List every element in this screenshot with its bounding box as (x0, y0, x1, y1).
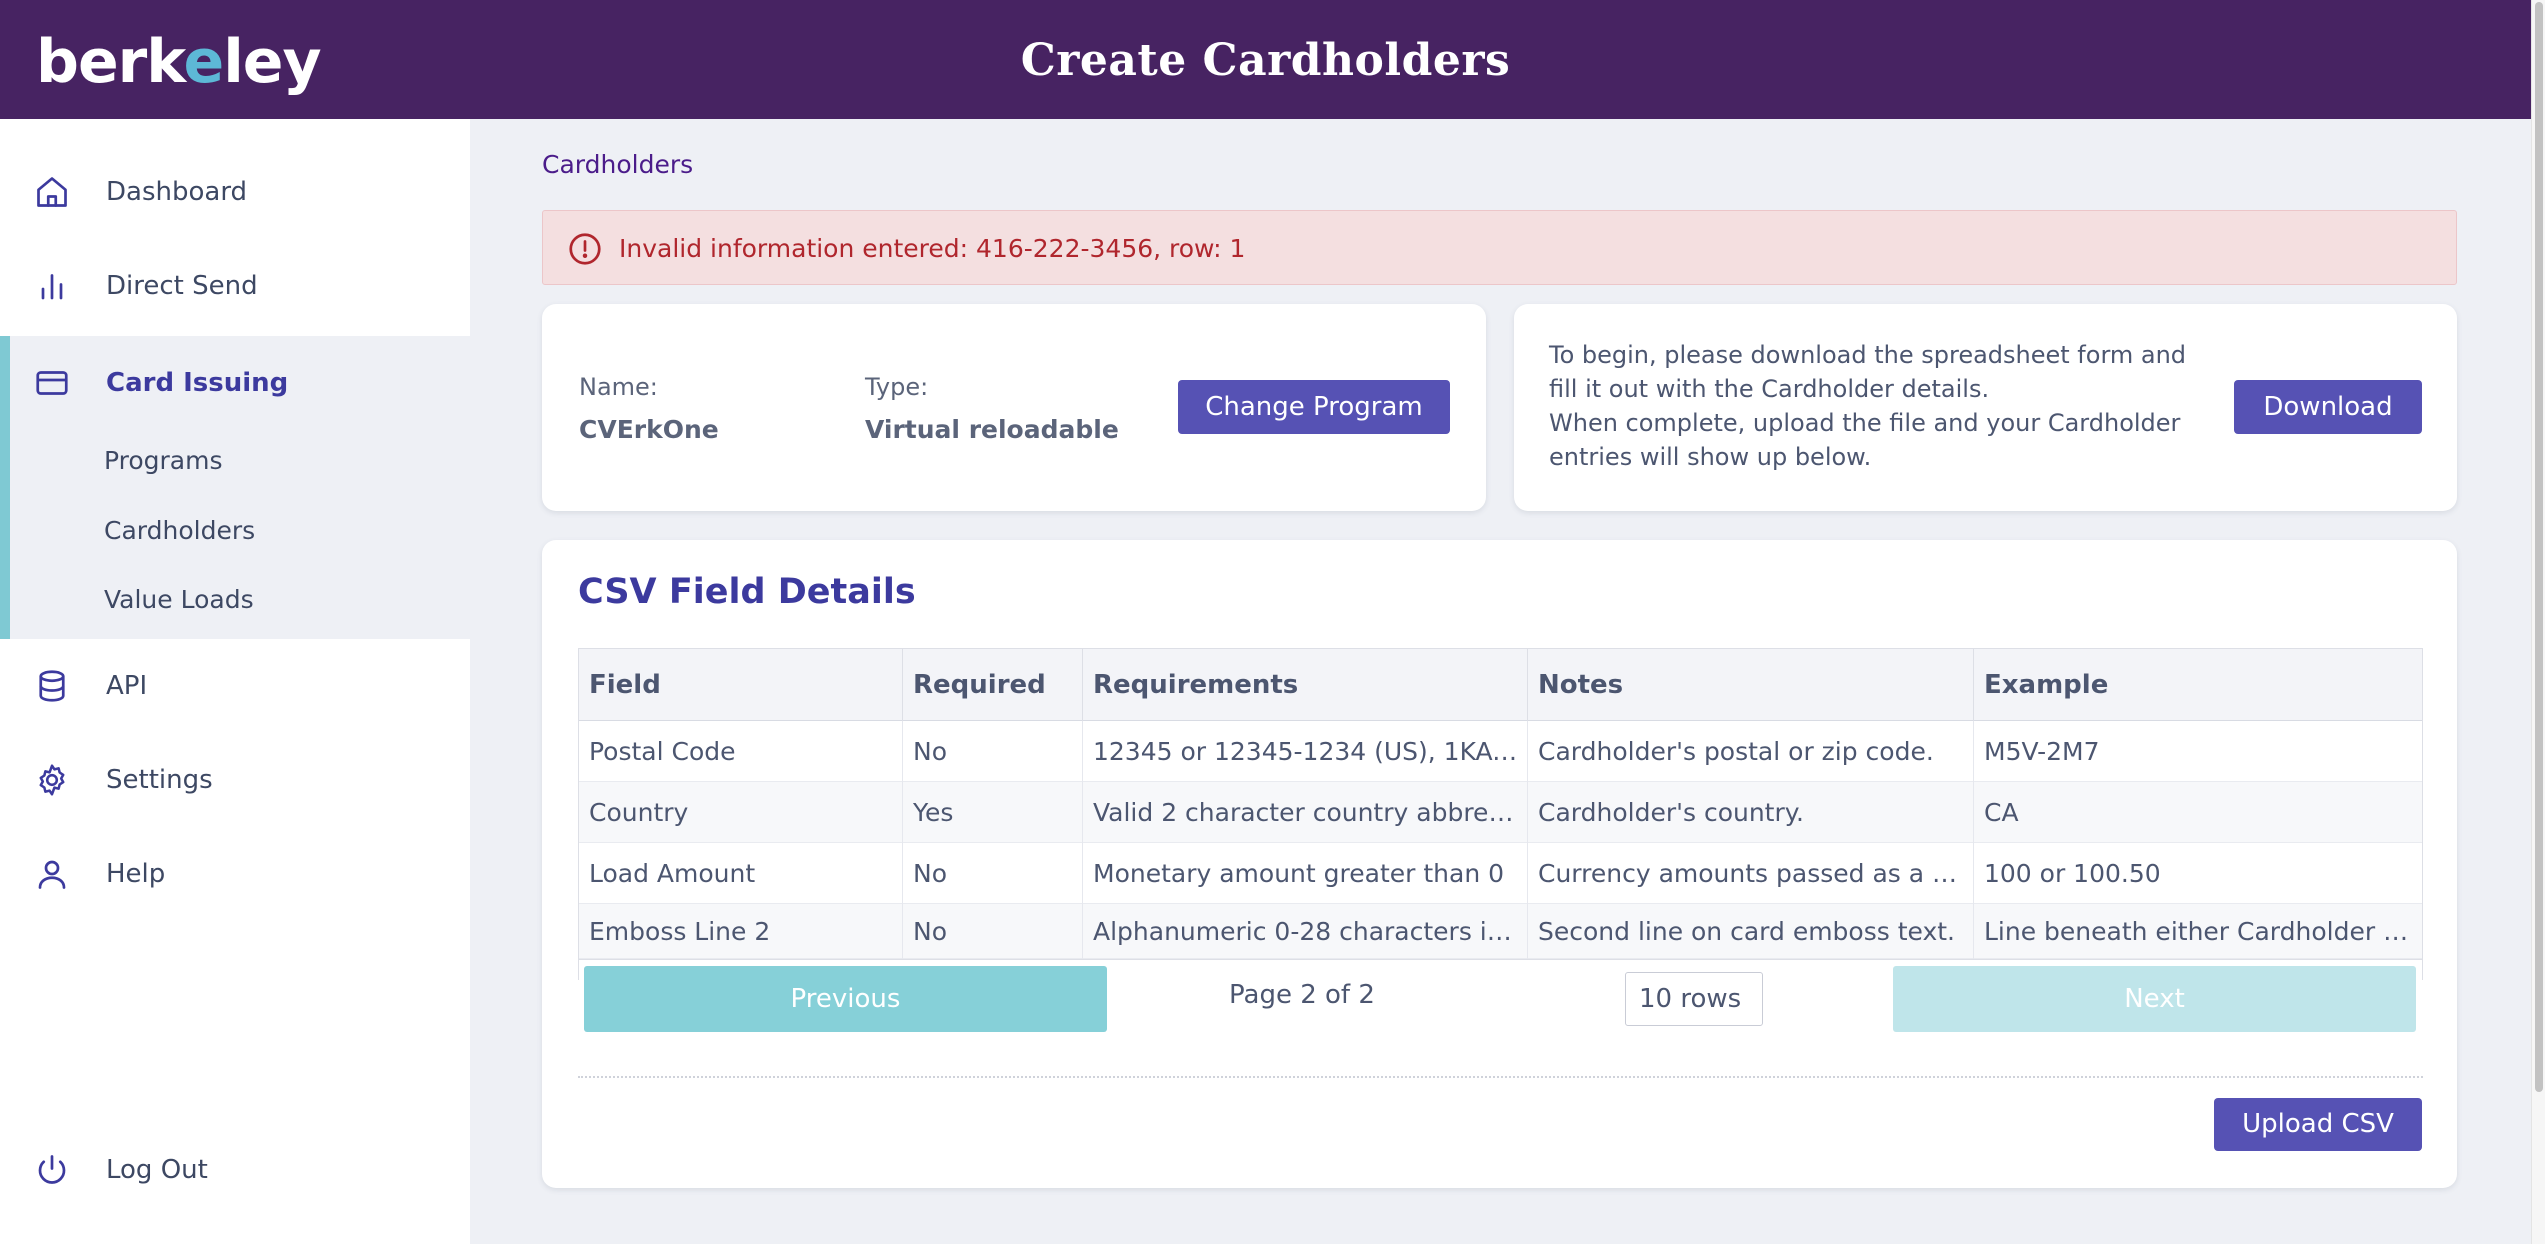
logout-label: Log Out (106, 1155, 208, 1185)
program-type-value: Virtual reloadable (865, 415, 1119, 444)
column-header-field[interactable]: Field (579, 649, 903, 721)
cell-notes: Cardholder's country. (1528, 782, 1974, 843)
breadcrumb[interactable]: Cardholders (542, 150, 694, 179)
sidebar-subitem-programs[interactable]: Programs (104, 446, 223, 475)
column-header-notes[interactable]: Notes (1528, 649, 1974, 721)
cell-notes: Currency amounts passed as a wh... (1528, 843, 1974, 904)
table-row: Emboss Line 2 No Alphanumeric 0-28 chara… (579, 904, 2422, 959)
error-alert: Invalid information entered: 416-222-345… (542, 210, 2457, 285)
previous-page-button[interactable]: Previous (584, 966, 1107, 1032)
csv-fields-table: Field Required Requirements Notes Exampl… (578, 648, 2423, 1041)
page-indicator: Page 2 of 2 (1229, 980, 1375, 1010)
berkeley-logo[interactable]: berkeley (36, 27, 322, 97)
cell-example: 100 or 100.50 (1984, 859, 2161, 888)
cell-example: CA (1984, 798, 2019, 827)
cell-example: M5V-2M7 (1984, 737, 2100, 766)
csv-section-title: CSV Field Details (578, 572, 916, 612)
sidebar-group-card-issuing: Card Issuing Programs Cardholders Value … (0, 336, 470, 639)
next-page-button[interactable]: Next (1893, 966, 2416, 1032)
table-header: Field Required Requirements Notes Exampl… (579, 649, 2422, 721)
user-icon (38, 860, 66, 889)
cell-required: No (903, 904, 1083, 959)
cell-requirements: Valid 2 character country abbrevia... (1083, 782, 1528, 843)
sidebar-item-label: API (106, 671, 148, 701)
cell-notes: Second line on card emboss text. (1528, 904, 1974, 959)
table-pagination: Previous Page 2 of 2 10 rows Next (579, 959, 2422, 1041)
rows-per-page-select[interactable]: 10 rows (1625, 972, 1763, 1026)
sidebar-item-card-issuing[interactable]: Card Issuing (0, 336, 470, 430)
upload-csv-button[interactable]: Upload CSV (2214, 1098, 2422, 1151)
column-header-requirements[interactable]: Requirements (1083, 649, 1528, 721)
database-icon (39, 670, 65, 702)
cell-requirements: 12345 or 12345-1234 (US), 1KA-1... (1083, 721, 1528, 782)
scrollbar-thumb[interactable] (2535, 2, 2543, 1092)
download-instructions-line-1: To begin, please download the spreadshee… (1549, 341, 2187, 403)
cell-requirements: Alphanumeric 0-28 characters in le... (1083, 904, 1528, 959)
download-instructions-line-2: When complete, upload the file and your … (1549, 409, 2181, 471)
table-row: Postal Code No 12345 or 12345-1234 (US),… (579, 721, 2422, 782)
sidebar: Dashboard Direct Send Card Issuing Progr… (0, 119, 470, 1244)
sidebar-item-logout[interactable]: Log Out (0, 1123, 470, 1217)
cell-field: Emboss Line 2 (579, 904, 903, 959)
csv-field-details-card: CSV Field Details Field Required Require… (542, 540, 2457, 1188)
vertical-scrollbar[interactable] (2531, 0, 2545, 1244)
program-type-label: Type: (865, 373, 929, 401)
download-instructions: To begin, please download the spreadshee… (1549, 338, 2209, 474)
program-card: Name: CVErkOne Type: Virtual reloadable … (542, 304, 1486, 511)
power-icon (38, 1155, 66, 1184)
active-indicator (0, 336, 10, 639)
program-name-label: Name: (579, 373, 658, 401)
sidebar-item-label: Help (106, 859, 166, 889)
download-button[interactable]: Download (2234, 380, 2422, 434)
sidebar-item-label: Dashboard (106, 177, 248, 207)
sidebar-item-dashboard[interactable]: Dashboard (0, 145, 470, 239)
cell-field: Country (579, 782, 903, 843)
top-header: berkeley Create Cardholders (0, 0, 2531, 119)
program-name-value: CVErkOne (579, 415, 719, 444)
cell-required: No (903, 721, 1083, 782)
gear-icon (39, 764, 65, 796)
download-card: To begin, please download the spreadshee… (1514, 304, 2457, 511)
sidebar-item-label: Direct Send (106, 271, 258, 301)
alert-message: Invalid information entered: 416-222-345… (619, 234, 1246, 263)
cell-requirements: Monetary amount greater than 0 (1083, 843, 1528, 904)
cell-field: Load Amount (579, 843, 903, 904)
sidebar-item-label: Card Issuing (106, 368, 289, 398)
table-row: Load Amount No Monetary amount greater t… (579, 843, 2422, 904)
alert-circle-icon (569, 233, 601, 265)
column-header-example[interactable]: Example (1984, 670, 2109, 700)
cell-notes: Cardholder's postal or zip code. (1528, 721, 1974, 782)
home-icon (37, 177, 67, 207)
section-divider (578, 1076, 2423, 1078)
sidebar-item-settings[interactable]: Settings (0, 733, 470, 827)
sidebar-subitem-value-loads[interactable]: Value Loads (104, 585, 254, 614)
bar-chart-icon (41, 274, 63, 300)
sidebar-item-direct-send[interactable]: Direct Send (0, 239, 470, 333)
column-header-required[interactable]: Required (903, 649, 1083, 721)
cell-required: No (903, 843, 1083, 904)
change-program-button[interactable]: Change Program (1178, 380, 1450, 434)
credit-card-icon (36, 371, 68, 395)
cell-required: Yes (903, 782, 1083, 843)
sidebar-item-label: Settings (106, 765, 213, 795)
cell-field: Postal Code (579, 721, 903, 782)
sidebar-subitem-cardholders[interactable]: Cardholders (104, 516, 256, 545)
cell-example: Line beneath either Cardholder Na... (1984, 917, 2422, 946)
table-row: Country Yes Valid 2 character country ab… (579, 782, 2422, 843)
page-title: Create Cardholders (1020, 35, 1511, 86)
sidebar-item-api[interactable]: API (0, 639, 470, 733)
sidebar-item-help[interactable]: Help (0, 827, 470, 921)
